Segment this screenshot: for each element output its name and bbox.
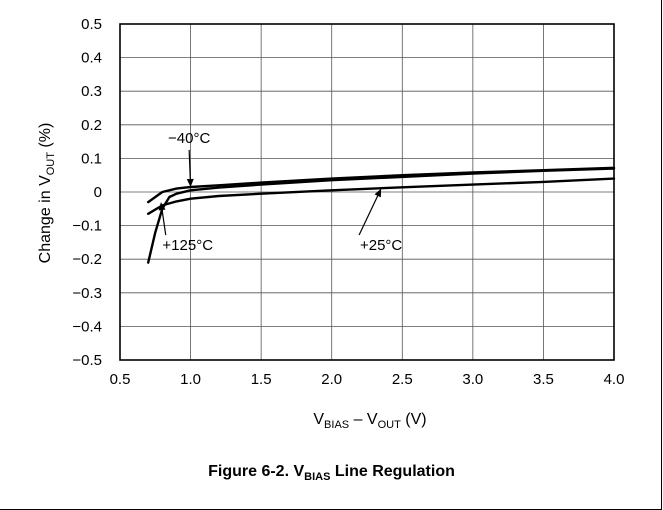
y-label-main: Change in V bbox=[37, 175, 54, 263]
x-label-minus: – V bbox=[349, 411, 378, 428]
x-label-v: V bbox=[313, 411, 324, 428]
annotation-arrowhead-1 bbox=[186, 178, 194, 187]
caption-subscript: BIAS bbox=[304, 471, 331, 483]
y-label-unit: (%) bbox=[37, 123, 54, 152]
y-tick-label: 0 bbox=[94, 184, 102, 201]
y-tick-label: 0.2 bbox=[81, 117, 102, 134]
annotation-arrowhead-3 bbox=[374, 188, 382, 198]
annotation-leader-1 bbox=[188, 149, 191, 179]
x-label-sub-out: OUT bbox=[378, 419, 402, 431]
x-tick-label: 1.5 bbox=[251, 371, 272, 388]
y-tick-label: 0.4 bbox=[81, 50, 102, 67]
x-tick-label: 3.0 bbox=[462, 371, 483, 388]
x-axis-label: VBIAS – VOUT (V) bbox=[313, 411, 426, 431]
x-tick-label: 0.5 bbox=[110, 371, 131, 388]
y-tick-label: −0.3 bbox=[72, 285, 102, 302]
x-tick-label: 4.0 bbox=[604, 371, 625, 388]
annotation-leader-2 bbox=[161, 209, 167, 236]
grid bbox=[119, 23, 615, 361]
caption-prefix: Figure 6-2. V bbox=[208, 463, 305, 480]
annotation-leader-3 bbox=[358, 195, 379, 236]
y-label-sub: OUT bbox=[45, 152, 57, 176]
x-tick-label: 1.0 bbox=[180, 371, 201, 388]
x-tick-label: 2.5 bbox=[392, 371, 413, 388]
x-tick-label: 3.5 bbox=[533, 371, 554, 388]
y-tick-label: −0.1 bbox=[72, 218, 102, 235]
y-tick-label: −0.4 bbox=[72, 318, 102, 335]
y-tick-label: 0.5 bbox=[81, 16, 102, 33]
plot-area-border bbox=[119, 23, 615, 361]
x-label-unit: (V) bbox=[401, 411, 427, 428]
tick-labels: 0.5 1.0 1.5 2.0 2.5 3.0 3.5 4.0 0.5 0.4 0.3 0.2 0.1 0… bbox=[72, 16, 624, 388]
annotations: −40°C +125°C +25°C bbox=[158, 130, 402, 254]
annotation-label-3: +25°C bbox=[360, 237, 402, 254]
caption-suffix: Line Regulation bbox=[330, 463, 455, 480]
series-line-3 bbox=[147, 177, 616, 215]
x-tick-label: 2.0 bbox=[321, 371, 342, 388]
annotation-label-1: −40°C bbox=[168, 130, 210, 147]
y-tick-label: 0.1 bbox=[81, 150, 102, 167]
y-tick-label: −0.5 bbox=[72, 352, 102, 369]
annotation-arrowhead-2 bbox=[158, 202, 166, 211]
annotation-label-2: +125°C bbox=[162, 237, 213, 254]
x-label-sub-bias: BIAS bbox=[324, 419, 349, 431]
y-tick-label: 0.3 bbox=[81, 83, 102, 100]
line-regulation-chart: 0.5 1.0 1.5 2.0 2.5 3.0 3.5 4.0 0.5 0.4 0.3 0.2 0.1 0… bbox=[37, 16, 624, 431]
figure-caption: Figure 6-2. VBIAS Line Regulation bbox=[0, 463, 663, 483]
y-axis-label: Change in VOUT (%) bbox=[37, 123, 57, 264]
y-tick-label: −0.2 bbox=[72, 251, 102, 268]
